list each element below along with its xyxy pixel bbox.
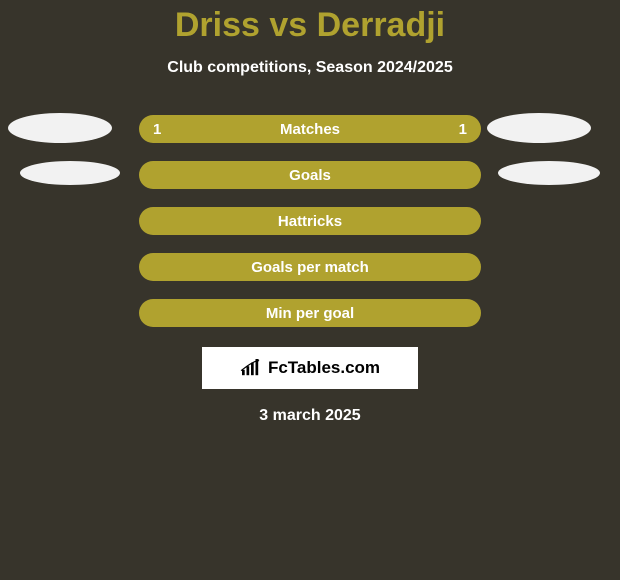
- stat-row: Goals: [0, 161, 620, 191]
- left-weight-ellipse: [20, 161, 120, 185]
- stat-row: Min per goal: [0, 299, 620, 329]
- stat-bar: Hattricks: [139, 207, 481, 235]
- stat-bar: Goals per match: [139, 253, 481, 281]
- stat-label: Min per goal: [266, 305, 354, 322]
- snapshot-date: 3 march 2025: [0, 407, 620, 425]
- stat-label: Goals per match: [251, 259, 369, 276]
- left-weight-ellipse: [8, 113, 112, 143]
- right-weight-ellipse: [498, 161, 600, 185]
- stat-label: Matches: [280, 121, 340, 138]
- stat-row: Matches 1 1: [0, 115, 620, 145]
- stat-row: Goals per match: [0, 253, 620, 283]
- bar-chart-icon: [240, 359, 262, 377]
- stat-right-value: 1: [459, 121, 467, 138]
- stat-bar: Goals: [139, 161, 481, 189]
- stat-label: Goals: [289, 167, 331, 184]
- source-logo-text: FcTables.com: [268, 358, 380, 378]
- comparison-title: Driss vs Derradji: [0, 0, 620, 45]
- stat-bar: Matches 1 1: [139, 115, 481, 143]
- stat-rows: Matches 1 1 Goals Hattricks Goals per match Mi…: [0, 115, 620, 329]
- stat-left-value: 1: [153, 121, 161, 138]
- stat-label: Hattricks: [278, 213, 342, 230]
- stat-bar: Min per goal: [139, 299, 481, 327]
- right-weight-ellipse: [487, 113, 591, 143]
- source-logo: FcTables.com: [202, 347, 418, 389]
- comparison-subtitle: Club competitions, Season 2024/2025: [0, 59, 620, 77]
- stat-row: Hattricks: [0, 207, 620, 237]
